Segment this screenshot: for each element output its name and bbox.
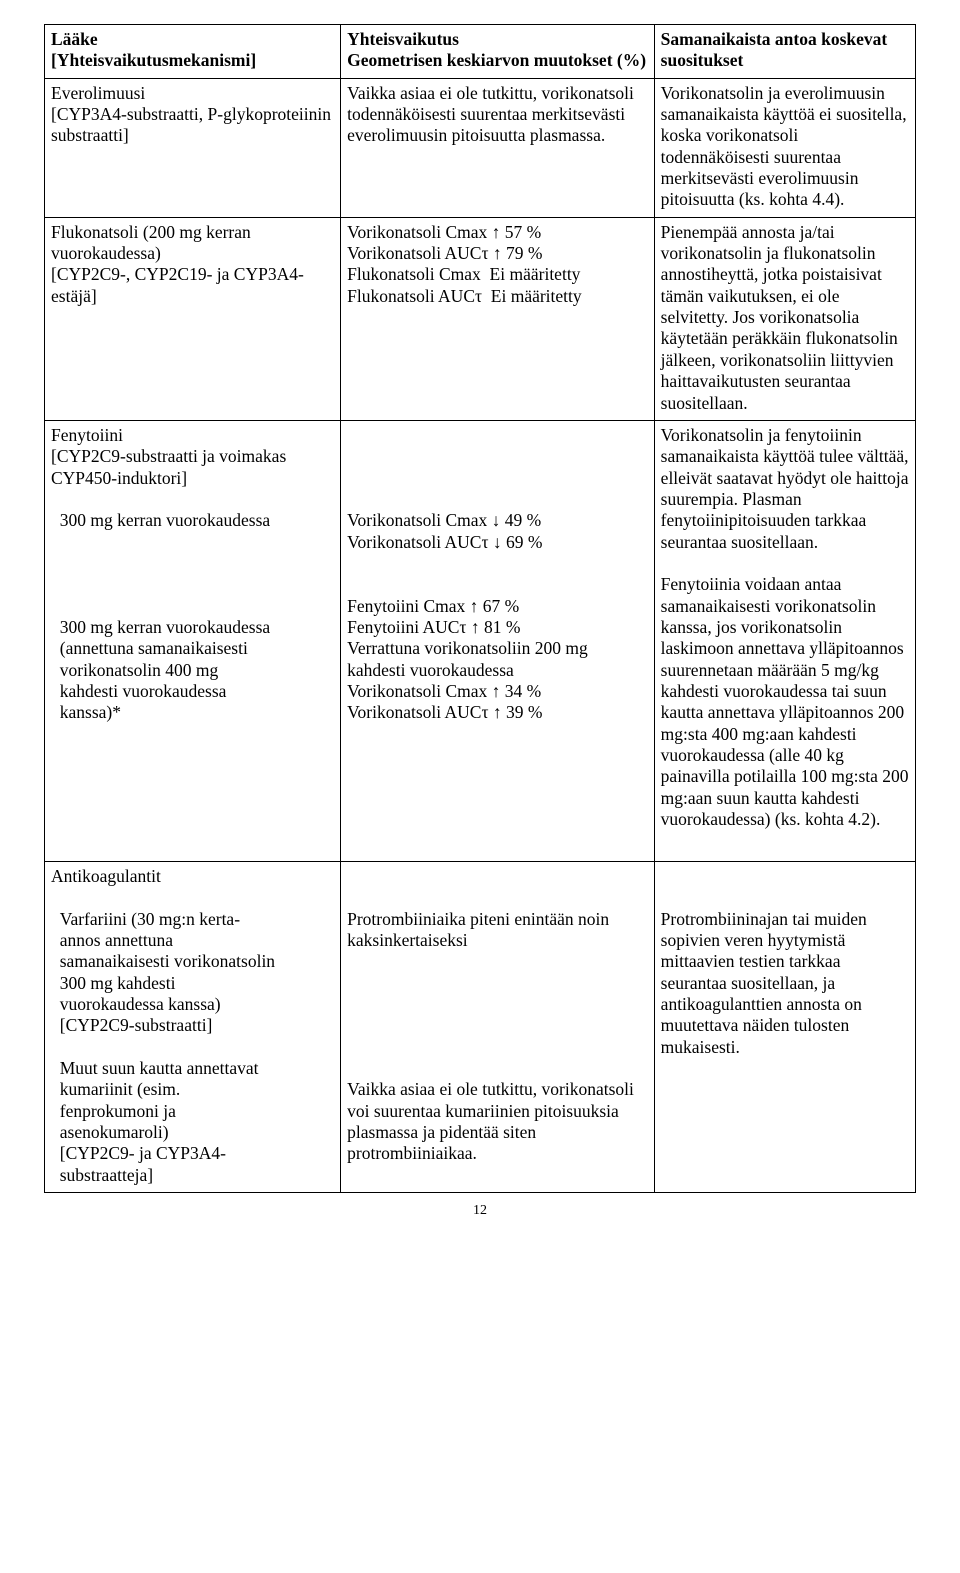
interaction-table: Lääke [Yhteisvaikutusmekanismi] Yhteisva… <box>44 24 916 1193</box>
page-number: 12 <box>44 1203 916 1219</box>
cell-recommendation: Vorikonatsolin ja everolimuusin samanaik… <box>654 78 915 217</box>
cell-drug: Everolimuusi [CYP3A4-substraatti, P-glyk… <box>45 78 341 217</box>
table-header-row: Lääke [Yhteisvaikutusmekanismi] Yhteisva… <box>45 25 916 79</box>
table-row: Antikoagulantit Varfariini (30 mg:n kert… <box>45 861 916 1192</box>
header-col-recommendation: Samanaikaista antoa koskevat suositukset <box>654 25 915 79</box>
cell-interaction: Vorikonatsoli Cmax ↓ 49 % Vorikonatsoli … <box>341 420 655 861</box>
cell-drug: Antikoagulantit Varfariini (30 mg:n kert… <box>45 861 341 1192</box>
cell-recommendation: Vorikonatsolin ja fenytoiinin samanaikai… <box>654 420 915 861</box>
cell-interaction: Protrombiiniaika piteni enintään noin ka… <box>341 861 655 1192</box>
cell-interaction: Vorikonatsoli Cmax ↑ 57 % Vorikonatsoli … <box>341 217 655 420</box>
table-row: Everolimuusi [CYP3A4-substraatti, P-glyk… <box>45 78 916 217</box>
cell-recommendation: Pienempää annosta ja/tai vorikonatsolin … <box>654 217 915 420</box>
table-row: Flukonatsoli (200 mg kerran vuorokaudess… <box>45 217 916 420</box>
header-col-drug: Lääke [Yhteisvaikutusmekanismi] <box>45 25 341 79</box>
cell-recommendation: Protrombiininajan tai muiden sopivien ve… <box>654 861 915 1192</box>
cell-drug: Flukonatsoli (200 mg kerran vuorokaudess… <box>45 217 341 420</box>
document-page: Lääke [Yhteisvaikutusmekanismi] Yhteisva… <box>0 0 960 1249</box>
header-col-interaction: Yhteisvaikutus Geometrisen keskiarvon mu… <box>341 25 655 79</box>
cell-drug: Fenytoiini [CYP2C9-substraatti ja voimak… <box>45 420 341 861</box>
table-row: Fenytoiini [CYP2C9-substraatti ja voimak… <box>45 420 916 861</box>
cell-interaction: Vaikka asiaa ei ole tutkittu, vorikonats… <box>341 78 655 217</box>
